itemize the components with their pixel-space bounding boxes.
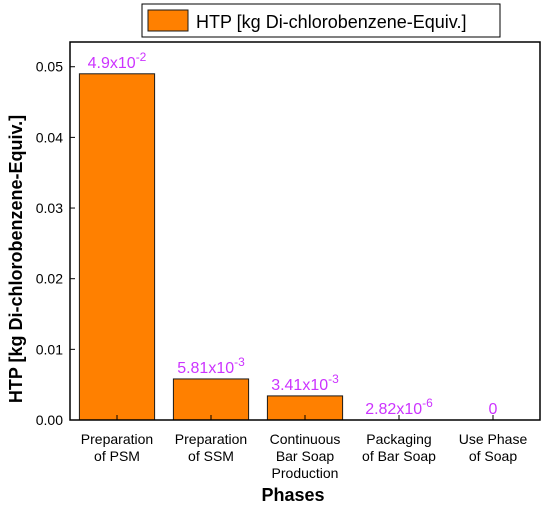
y-axis-title: HTP [kg Di-chlorobenzene-Equiv.] xyxy=(6,115,26,403)
legend: HTP [kg Di-chlorobenzene-Equiv.] xyxy=(141,3,501,38)
data-label: 0 xyxy=(489,401,498,418)
data-label: 2.82x10-6 xyxy=(365,396,433,418)
x-tick-label: of Bar Soap xyxy=(362,448,436,464)
y-axis: 0.00 0.01 0.02 0.03 0.04 0.05 xyxy=(36,59,75,428)
data-labels: 4.9x10-2 5.81x10-3 3.41x10-3 2.82x10-6 0 xyxy=(88,50,498,418)
data-label: 4.9x10-2 xyxy=(88,50,147,72)
x-tick-label: Bar Soap xyxy=(276,448,335,464)
y-tick-label: 0.05 xyxy=(36,59,63,75)
y-tick-label: 0.03 xyxy=(36,200,63,216)
x-tick-label: of Soap xyxy=(469,448,517,464)
x-tick-label: of SSM xyxy=(188,448,234,464)
data-label: 3.41x10-3 xyxy=(271,372,339,394)
x-tick-label: Continuous xyxy=(270,431,341,447)
legend-label: HTP [kg Di-chlorobenzene-Equiv.] xyxy=(196,12,466,32)
x-tick-label: of PSM xyxy=(94,448,140,464)
bars xyxy=(78,73,344,421)
x-tick-label: Preparation xyxy=(175,431,247,447)
plot-frame xyxy=(69,41,541,421)
y-tick-label: 0.04 xyxy=(36,129,63,145)
bar xyxy=(78,73,156,421)
x-tick-label: Preparation xyxy=(81,431,153,447)
legend-swatch xyxy=(147,9,189,32)
x-tick-label: Use Phase xyxy=(459,431,528,447)
bar xyxy=(172,378,250,421)
data-label: 5.81x10-3 xyxy=(177,355,245,377)
x-axis-title: Phases xyxy=(261,485,324,505)
y-tick-label: 0.02 xyxy=(36,271,63,287)
x-tick-label: Packaging xyxy=(366,431,431,447)
legend-box xyxy=(141,3,501,38)
x-tick-label: Production xyxy=(272,465,339,481)
y-tick-label: 0.00 xyxy=(36,412,63,428)
y-tick-label: 0.01 xyxy=(36,341,63,357)
